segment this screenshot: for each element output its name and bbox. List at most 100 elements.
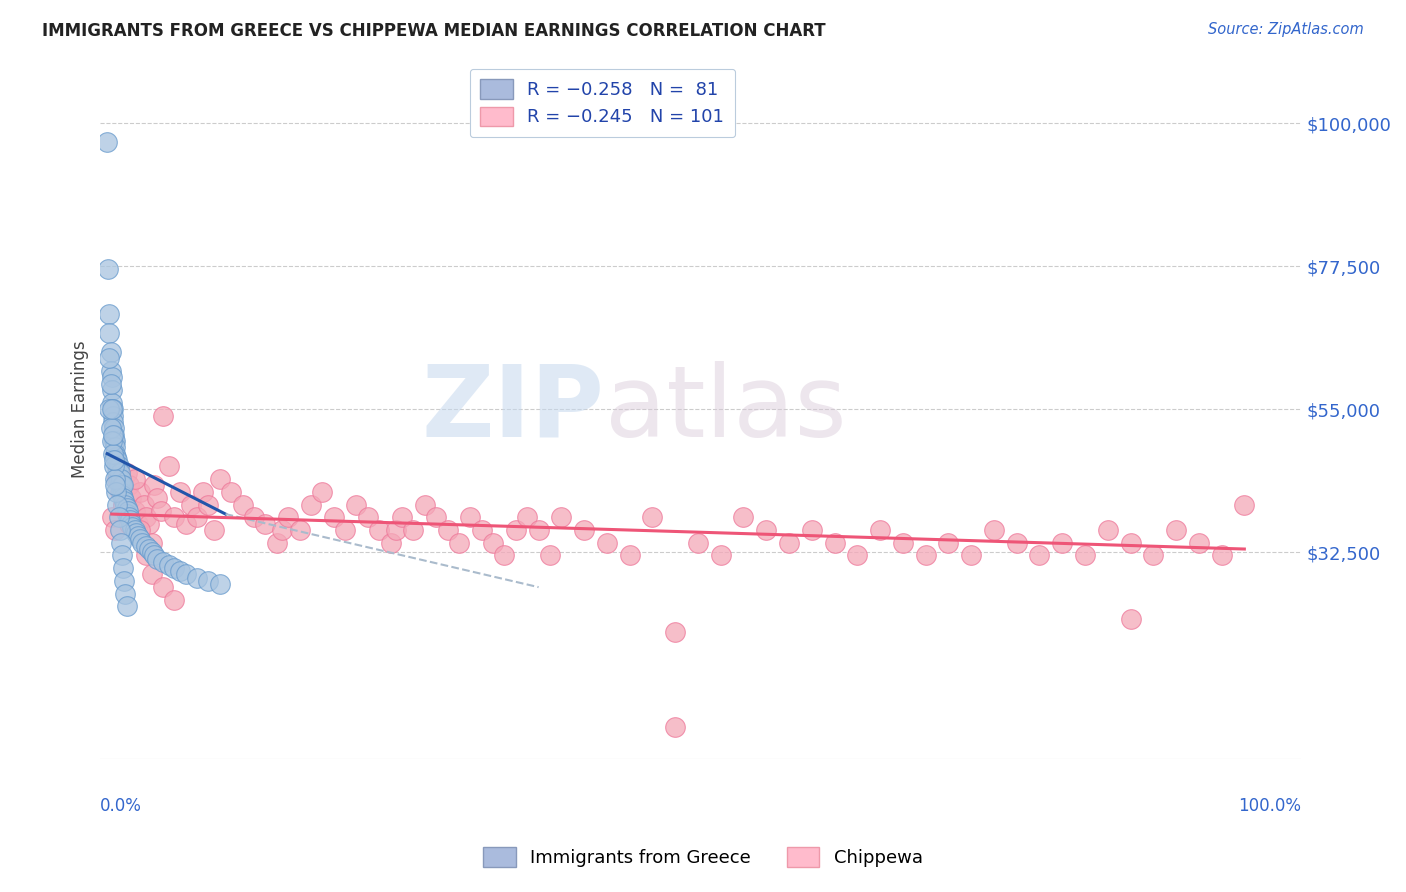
Point: [1211, 549, 1233, 563]
Point: [402, 523, 425, 537]
Point: [127, 516, 149, 531]
Point: [254, 516, 277, 531]
Point: [107, 472, 129, 486]
Point: [494, 549, 516, 563]
Point: [108, 484, 131, 499]
Point: [107, 459, 129, 474]
Point: [169, 484, 191, 499]
Point: [124, 523, 146, 537]
Point: [277, 510, 299, 524]
Point: [138, 516, 160, 531]
Point: [105, 450, 128, 464]
Point: [115, 507, 138, 521]
Point: [1142, 549, 1164, 563]
Point: [299, 498, 322, 512]
Point: [115, 500, 138, 515]
Point: [132, 498, 155, 512]
Point: [124, 472, 146, 486]
Point: [938, 535, 960, 549]
Point: [117, 504, 139, 518]
Point: [112, 494, 135, 508]
Point: [141, 545, 163, 559]
Y-axis label: Median Earnings: Median Earnings: [72, 341, 89, 478]
Text: 100.0%: 100.0%: [1239, 797, 1302, 815]
Point: [121, 520, 143, 534]
Text: Source: ZipAtlas.com: Source: ZipAtlas.com: [1208, 22, 1364, 37]
Text: IMMIGRANTS FROM GREECE VS CHIPPEWA MEDIAN EARNINGS CORRELATION CHART: IMMIGRANTS FROM GREECE VS CHIPPEWA MEDIA…: [42, 22, 825, 40]
Point: [413, 498, 436, 512]
Point: [103, 453, 125, 467]
Point: [111, 478, 134, 492]
Point: [107, 466, 129, 480]
Point: [1164, 523, 1187, 537]
Point: [142, 549, 165, 563]
Point: [107, 453, 129, 467]
Point: [98, 307, 121, 321]
Point: [129, 533, 152, 547]
Point: [482, 535, 505, 549]
Point: [380, 535, 402, 549]
Point: [112, 491, 135, 505]
Point: [129, 484, 152, 499]
Point: [101, 447, 124, 461]
Point: [104, 434, 127, 448]
Point: [202, 523, 225, 537]
Point: [197, 498, 219, 512]
Point: [108, 523, 131, 537]
Point: [100, 370, 122, 384]
Legend: R = −0.258   N =  81, R = −0.245   N = 101: R = −0.258 N = 81, R = −0.245 N = 101: [470, 69, 735, 137]
Point: [118, 478, 141, 492]
Point: [124, 526, 146, 541]
Point: [686, 535, 709, 549]
Point: [891, 535, 914, 549]
Point: [112, 498, 135, 512]
Point: [100, 364, 122, 378]
Point: [146, 491, 169, 505]
Point: [110, 484, 132, 499]
Point: [186, 510, 208, 524]
Point: [112, 561, 135, 575]
Point: [152, 580, 174, 594]
Point: [346, 498, 368, 512]
Point: [1074, 549, 1097, 563]
Point: [104, 523, 127, 537]
Point: [127, 529, 149, 543]
Point: [124, 504, 146, 518]
Point: [641, 510, 664, 524]
Point: [103, 427, 125, 442]
Point: [869, 523, 891, 537]
Point: [163, 510, 186, 524]
Point: [527, 523, 550, 537]
Point: [1097, 523, 1119, 537]
Point: [111, 549, 134, 563]
Point: [619, 549, 641, 563]
Point: [98, 326, 121, 340]
Text: 0.0%: 0.0%: [100, 797, 142, 815]
Point: [101, 415, 124, 429]
Point: [114, 586, 136, 600]
Point: [733, 510, 755, 524]
Point: [131, 535, 153, 549]
Point: [1028, 549, 1050, 563]
Point: [118, 516, 141, 531]
Point: [174, 516, 197, 531]
Point: [755, 523, 778, 537]
Point: [104, 478, 127, 492]
Point: [100, 510, 122, 524]
Point: [710, 549, 733, 563]
Point: [824, 535, 846, 549]
Point: [98, 351, 121, 366]
Point: [118, 510, 141, 524]
Point: [152, 409, 174, 423]
Point: [105, 453, 128, 467]
Point: [129, 523, 152, 537]
Point: [664, 624, 686, 639]
Point: [243, 510, 266, 524]
Point: [1050, 535, 1073, 549]
Point: [157, 558, 180, 572]
Point: [118, 513, 141, 527]
Point: [107, 472, 129, 486]
Point: [191, 484, 214, 499]
Point: [104, 440, 127, 454]
Point: [163, 593, 186, 607]
